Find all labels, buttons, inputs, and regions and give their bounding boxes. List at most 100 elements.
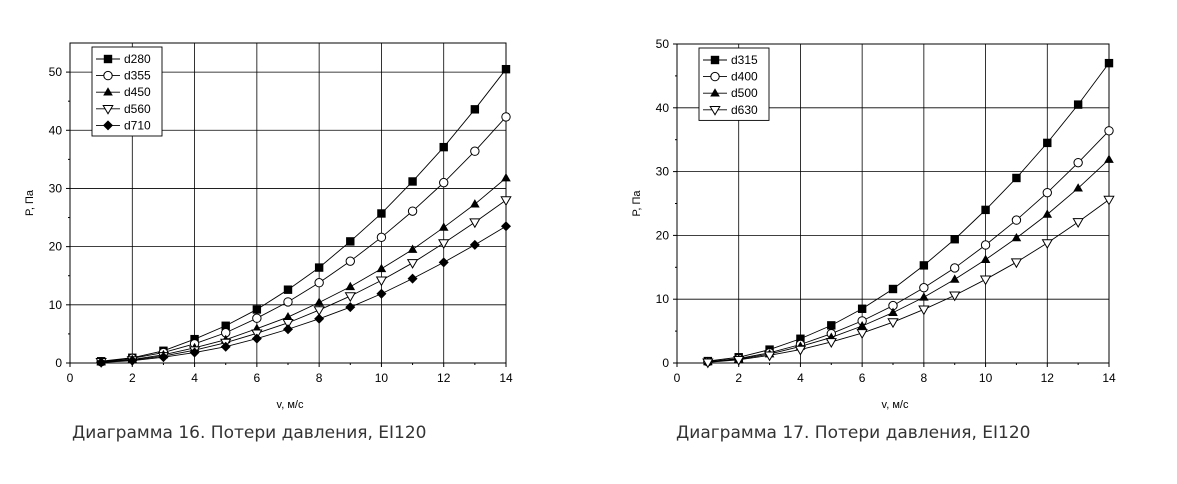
chart-16-point-d560: [313, 306, 325, 317]
chart-16-line-d280: [101, 68, 507, 362]
chart-16-line-d355: [101, 116, 507, 363]
chart-16-series-d710: [96, 221, 511, 368]
chart-16-x-tick-label: 14: [499, 371, 513, 385]
chart-17-point-d315: [1043, 138, 1052, 148]
chart-17-point-d630: [825, 338, 837, 348]
chart-17-point-d630: [763, 351, 776, 362]
chart-17-point-d400: [980, 240, 991, 250]
chart-16-point-d450: [376, 263, 387, 273]
chart-17-legend-label-d630: d630: [731, 103, 758, 117]
chart-17-point-d500: [949, 274, 960, 283]
chart-17-point-d315: [919, 261, 929, 270]
chart-17-point-d630: [794, 345, 807, 356]
chart-16-series-d450: [96, 172, 511, 366]
chart-16: 0 2 4 6 8 10 12 14 0 10 20 30 40 50 v, м/с P, Па d280 d35…: [0, 0, 570, 425]
chart-17: 0 2 4 6 8 10 12 14 0 10 20 30 40 50 v, м/с P, Па d315 d40…: [606, 0, 1176, 425]
chart-16-legend-label-d280: d280: [124, 52, 151, 66]
chart-16-x-tick-label: 2: [129, 371, 136, 385]
chart-17-point-d630: [1103, 195, 1115, 206]
chart-16-point-d450: [283, 312, 293, 321]
chart-17-point-d400: [919, 283, 929, 293]
chart-16-point-d450: [470, 199, 480, 208]
chart-17-x-tick-label: 4: [797, 371, 804, 385]
chart-17-point-d500: [980, 254, 991, 264]
chart-16-point-d450: [314, 297, 324, 306]
chart-17-point-d500: [1011, 232, 1022, 242]
chart-16-point-d450: [407, 244, 418, 253]
chart-17-legend-label-d315: d315: [731, 53, 758, 67]
chart-17-legend-marker-d630: [709, 105, 721, 116]
chart-16-legend-marker-d560: [102, 104, 114, 115]
chart-16-point-d450: [345, 281, 356, 291]
chart-17-point-d315: [827, 321, 836, 330]
chart-16-legend-marker-d280: [103, 54, 113, 64]
chart-17-point-d630: [1010, 258, 1023, 269]
chart-16-point-d280: [252, 305, 262, 314]
chart-17-line-d315: [707, 62, 1110, 362]
chart-17-series-d500: [703, 154, 1114, 366]
chart-16-legend-label-d560: d560: [124, 102, 151, 116]
chart-17-x-tick-label: 6: [859, 371, 866, 385]
chart-16-x-axis-title: v, м/с: [277, 399, 304, 411]
chart-17-point-d500: [1073, 183, 1083, 192]
chart-17-x-tick-label: 12: [1041, 371, 1055, 385]
chart-17-point-d400: [1104, 126, 1114, 136]
chart-16-point-d355: [501, 112, 511, 122]
chart-16-y-tick-label: 0: [55, 356, 62, 370]
chart-17-x-tick-label: 10: [979, 371, 993, 385]
chart-16-x-tick-label: 12: [437, 371, 451, 385]
chart-17-x-tick-label: 14: [1102, 371, 1116, 385]
chart-17-point-d630: [1072, 218, 1084, 229]
chart-16-point-d280: [377, 209, 386, 218]
chart-16-y-tick-label: 20: [49, 240, 63, 254]
chart-17-point-d500: [1104, 154, 1114, 163]
chart-16-line-d710: [101, 225, 507, 363]
chart-17-point-d315: [1012, 173, 1021, 183]
chart-17-point-d400: [1011, 215, 1022, 225]
chart-17-point-d315: [1104, 58, 1114, 68]
chart-17-x-tick-label: 0: [674, 371, 681, 385]
chart-17-point-d630: [1041, 239, 1053, 250]
chart-17-y-tick-label: 40: [656, 101, 670, 115]
chart-17-point-d630: [979, 275, 992, 286]
chart-16-legend-label-d450: d450: [124, 85, 151, 99]
chart-17-point-d315: [981, 205, 990, 215]
chart-16-point-d560: [500, 196, 512, 207]
chart-16-x-tick-label: 10: [375, 371, 389, 385]
chart-17-ticks: 0 2 4 6 8 10 12 14 0 10 20 30 40 50: [656, 37, 1116, 385]
chart-16-point-d355: [407, 206, 418, 216]
chart-16-point-d560: [469, 218, 481, 229]
chart-17-point-d315: [1073, 100, 1083, 109]
chart-17-x-axis-title: v, м/с: [882, 399, 909, 411]
chart-16-line-d560: [101, 199, 507, 363]
chart-16-point-d710: [96, 357, 107, 368]
chart-16-point-d355: [439, 177, 449, 188]
chart-16-series-d355: [96, 112, 511, 367]
chart-16-point-d710: [251, 333, 262, 344]
chart-16-point-d710: [127, 355, 138, 366]
chart-17-x-tick-label: 8: [921, 371, 928, 385]
chart-17-point-d500: [919, 292, 929, 301]
chart-16-point-d710: [376, 288, 387, 299]
chart-16-point-d280: [221, 321, 230, 330]
chart-17-point-d630: [887, 318, 899, 329]
chart-17-point-d400: [1042, 187, 1052, 198]
chart-17-svg: 0 2 4 6 8 10 12 14 0 10 20 30 40 50 v, м/с P, Па d315 d40…: [631, 37, 1116, 411]
chart-16-point-d560: [406, 259, 419, 269]
chart-16-point-d710: [314, 313, 325, 324]
chart-16-series-d560: [95, 196, 512, 368]
chart-17-point-d315: [857, 304, 867, 313]
chart-16-point-d280: [346, 237, 355, 246]
chart-17-legend-label-d400: d400: [731, 70, 758, 84]
chart-16-legend-label-d355: d355: [124, 69, 151, 83]
chart-16-point-d450: [501, 172, 511, 182]
chart-16-point-d560: [344, 292, 356, 303]
chart-17-y-tick-label: 50: [656, 37, 670, 51]
chart-17-point-d630: [949, 291, 961, 302]
chart-17-legend-marker-d400: [710, 71, 720, 82]
chart-16-point-d560: [282, 318, 294, 329]
chart-16-line-d450: [101, 177, 507, 363]
chart-17-y-tick-label: 0: [662, 356, 669, 370]
chart-16-ticks: 0 2 4 6 8 10 12 14 0 10 20 30 40 50: [49, 65, 513, 385]
chart-17-point-d400: [950, 263, 960, 273]
